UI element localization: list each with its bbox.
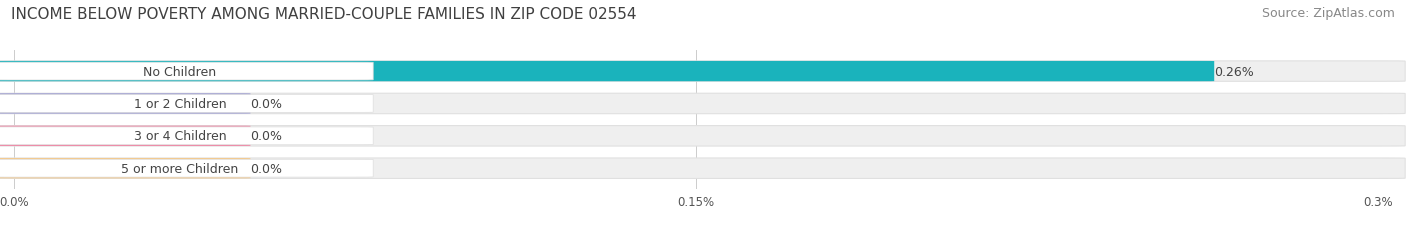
FancyBboxPatch shape <box>0 94 250 114</box>
Text: 0.26%: 0.26% <box>1215 65 1254 78</box>
FancyBboxPatch shape <box>0 62 1405 82</box>
Text: 3 or 4 Children: 3 or 4 Children <box>134 130 226 143</box>
Text: 0.0%: 0.0% <box>250 162 283 175</box>
Text: 1 or 2 Children: 1 or 2 Children <box>134 97 226 110</box>
Text: Source: ZipAtlas.com: Source: ZipAtlas.com <box>1261 7 1395 20</box>
FancyBboxPatch shape <box>0 95 373 113</box>
FancyBboxPatch shape <box>0 126 1405 146</box>
Text: 5 or more Children: 5 or more Children <box>121 162 239 175</box>
Text: INCOME BELOW POVERTY AMONG MARRIED-COUPLE FAMILIES IN ZIP CODE 02554: INCOME BELOW POVERTY AMONG MARRIED-COUPL… <box>11 7 637 22</box>
FancyBboxPatch shape <box>0 158 1405 179</box>
FancyBboxPatch shape <box>0 126 250 146</box>
FancyBboxPatch shape <box>0 94 1405 114</box>
Text: 0.0%: 0.0% <box>250 97 283 110</box>
FancyBboxPatch shape <box>0 127 373 145</box>
FancyBboxPatch shape <box>0 160 373 177</box>
Text: No Children: No Children <box>143 65 217 78</box>
FancyBboxPatch shape <box>0 63 373 81</box>
FancyBboxPatch shape <box>0 62 1215 82</box>
Text: 0.0%: 0.0% <box>250 130 283 143</box>
FancyBboxPatch shape <box>0 158 250 179</box>
